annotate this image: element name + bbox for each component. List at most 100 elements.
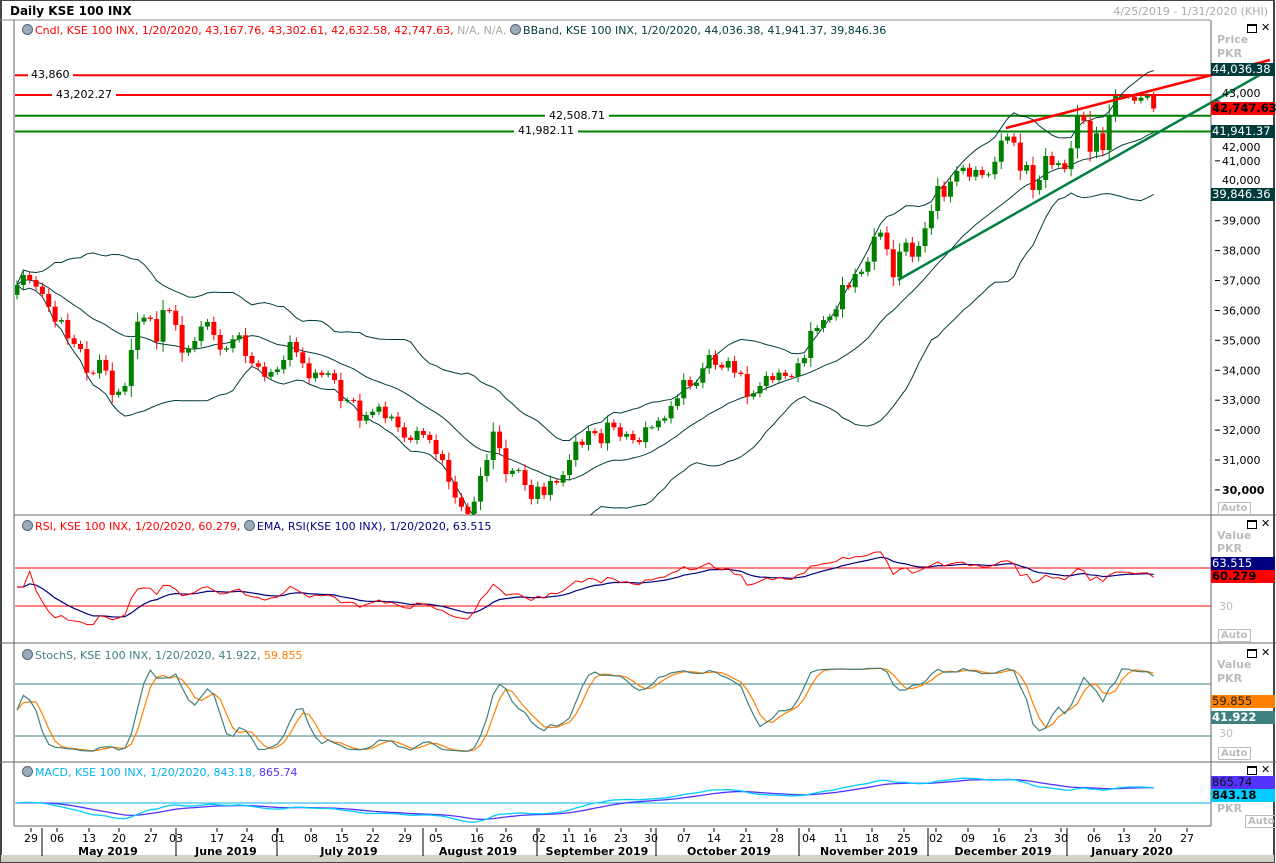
day-tick-label: 23 bbox=[614, 832, 628, 845]
candle-body bbox=[382, 406, 388, 419]
na-values: N/A, N/A, bbox=[457, 24, 507, 37]
candle-body bbox=[1106, 115, 1112, 151]
maximize-icon[interactable] bbox=[1247, 649, 1257, 658]
maximize-icon[interactable] bbox=[1247, 766, 1257, 775]
candle-body bbox=[135, 321, 141, 350]
price-tick-label: 39,000 bbox=[1222, 215, 1261, 228]
bband-legend[interactable]: BBand, KSE 100 INX, 1/20/2020, 44,036.38… bbox=[523, 24, 887, 37]
candle-body bbox=[312, 372, 318, 379]
auto-scale-button[interactable]: Auto bbox=[1218, 629, 1251, 642]
stoch-legend-text[interactable]: StochS, KSE 100 INX, 1/20/2020, 41.922, bbox=[35, 649, 261, 662]
support-trendline[interactable] bbox=[897, 70, 1266, 282]
candle-body bbox=[39, 286, 45, 294]
candle bbox=[154, 311, 160, 350]
candle-body bbox=[160, 309, 166, 342]
candle bbox=[103, 355, 109, 376]
candle-body bbox=[465, 506, 471, 514]
candle-body bbox=[427, 434, 433, 440]
candle-body bbox=[916, 245, 922, 257]
candle bbox=[1049, 151, 1055, 170]
candle bbox=[370, 408, 376, 418]
month-label: October 2019 bbox=[687, 845, 771, 858]
candle bbox=[732, 355, 738, 378]
candle bbox=[820, 315, 826, 333]
candle bbox=[840, 276, 845, 318]
candle bbox=[579, 438, 585, 448]
candle bbox=[395, 411, 401, 433]
rsi-legend-text[interactable]: RSI, KSE 100 INX, 1/20/2020, 60.279, bbox=[35, 520, 241, 533]
candle-body bbox=[446, 460, 452, 482]
candle-body bbox=[154, 318, 160, 342]
candle-body bbox=[808, 330, 814, 359]
candle bbox=[827, 313, 833, 323]
hline-label[interactable]: 42,508.71 bbox=[545, 109, 609, 122]
candle bbox=[1017, 133, 1023, 180]
candle-body bbox=[554, 480, 560, 483]
candle-body bbox=[1100, 133, 1106, 151]
candle bbox=[1030, 156, 1036, 199]
close-icon[interactable]: ✕ bbox=[1261, 646, 1271, 659]
day-tick-label: 16 bbox=[992, 832, 1006, 845]
candle-body bbox=[490, 431, 496, 461]
clock-icon bbox=[22, 24, 33, 35]
candle bbox=[1036, 175, 1042, 195]
candle bbox=[998, 133, 1004, 170]
candle-body bbox=[78, 343, 83, 350]
candle bbox=[236, 332, 242, 343]
maximize-icon[interactable] bbox=[1247, 520, 1257, 529]
day-tick-label: 14 bbox=[707, 832, 721, 845]
close-icon[interactable]: ✕ bbox=[1261, 517, 1271, 530]
maximize-icon[interactable] bbox=[1247, 24, 1257, 33]
candle-legend[interactable]: Cndl, KSE 100 INX, 1/20/2020, 43,167.76,… bbox=[35, 24, 454, 37]
close-icon[interactable]: ✕ bbox=[1261, 763, 1271, 776]
day-tick-label: 25 bbox=[897, 832, 911, 845]
candle-body bbox=[1074, 115, 1080, 149]
candle bbox=[763, 371, 769, 391]
candle bbox=[789, 373, 795, 379]
auto-scale-button[interactable]: Auto bbox=[1218, 502, 1251, 515]
candle bbox=[871, 228, 877, 271]
close-icon[interactable]: ✕ bbox=[1261, 21, 1271, 34]
candle-body bbox=[198, 326, 204, 341]
candle-body bbox=[46, 293, 52, 307]
hline-label[interactable]: 43,202.27 bbox=[52, 88, 116, 101]
month-label: July 2019 bbox=[319, 845, 377, 858]
candle-body bbox=[732, 361, 738, 373]
candle bbox=[97, 354, 103, 379]
day-tick-label: 15 bbox=[335, 832, 349, 845]
auto-scale-button[interactable]: Auto bbox=[1245, 815, 1276, 828]
candle bbox=[78, 340, 83, 353]
candle-body bbox=[1094, 133, 1099, 152]
rsi-legend: RSI, KSE 100 INX, 1/20/2020, 60.279, EMA… bbox=[22, 520, 491, 533]
month-label: September 2019 bbox=[546, 845, 649, 858]
candle-body bbox=[605, 422, 611, 444]
candle-body bbox=[789, 375, 795, 377]
candle bbox=[922, 221, 928, 253]
candle-body bbox=[236, 335, 242, 340]
day-tick-label: 11 bbox=[562, 832, 576, 845]
ema-legend-text[interactable]: EMA, RSI(KSE 100 INX), 1/20/2020, 63.515 bbox=[256, 520, 492, 533]
month-label: August 2019 bbox=[439, 845, 517, 858]
candle bbox=[909, 237, 915, 263]
candle-body bbox=[274, 369, 280, 373]
candle bbox=[128, 338, 134, 398]
candle bbox=[15, 280, 20, 300]
candle bbox=[833, 305, 839, 321]
candle-body bbox=[122, 385, 128, 392]
candle bbox=[71, 334, 77, 348]
price-tick-label: 33,000 bbox=[1222, 394, 1261, 407]
macd-legend-text[interactable]: MACD, KSE 100 INX, 1/20/2020, 843.18, bbox=[35, 766, 256, 779]
candle-body bbox=[90, 372, 96, 374]
candle-body bbox=[179, 324, 185, 353]
auto-scale-button[interactable]: Auto bbox=[1218, 747, 1251, 760]
candle-body bbox=[389, 416, 395, 419]
candle-body bbox=[205, 321, 210, 327]
hline-label[interactable]: 43,860 bbox=[28, 68, 73, 81]
stoch-tick: 30 bbox=[1219, 727, 1233, 740]
clock-icon bbox=[22, 766, 33, 777]
candle bbox=[890, 240, 896, 287]
hline-label[interactable]: 41,982.11 bbox=[514, 124, 578, 137]
candle-body bbox=[344, 399, 350, 401]
candle-body bbox=[1068, 148, 1074, 170]
candle bbox=[268, 368, 274, 380]
